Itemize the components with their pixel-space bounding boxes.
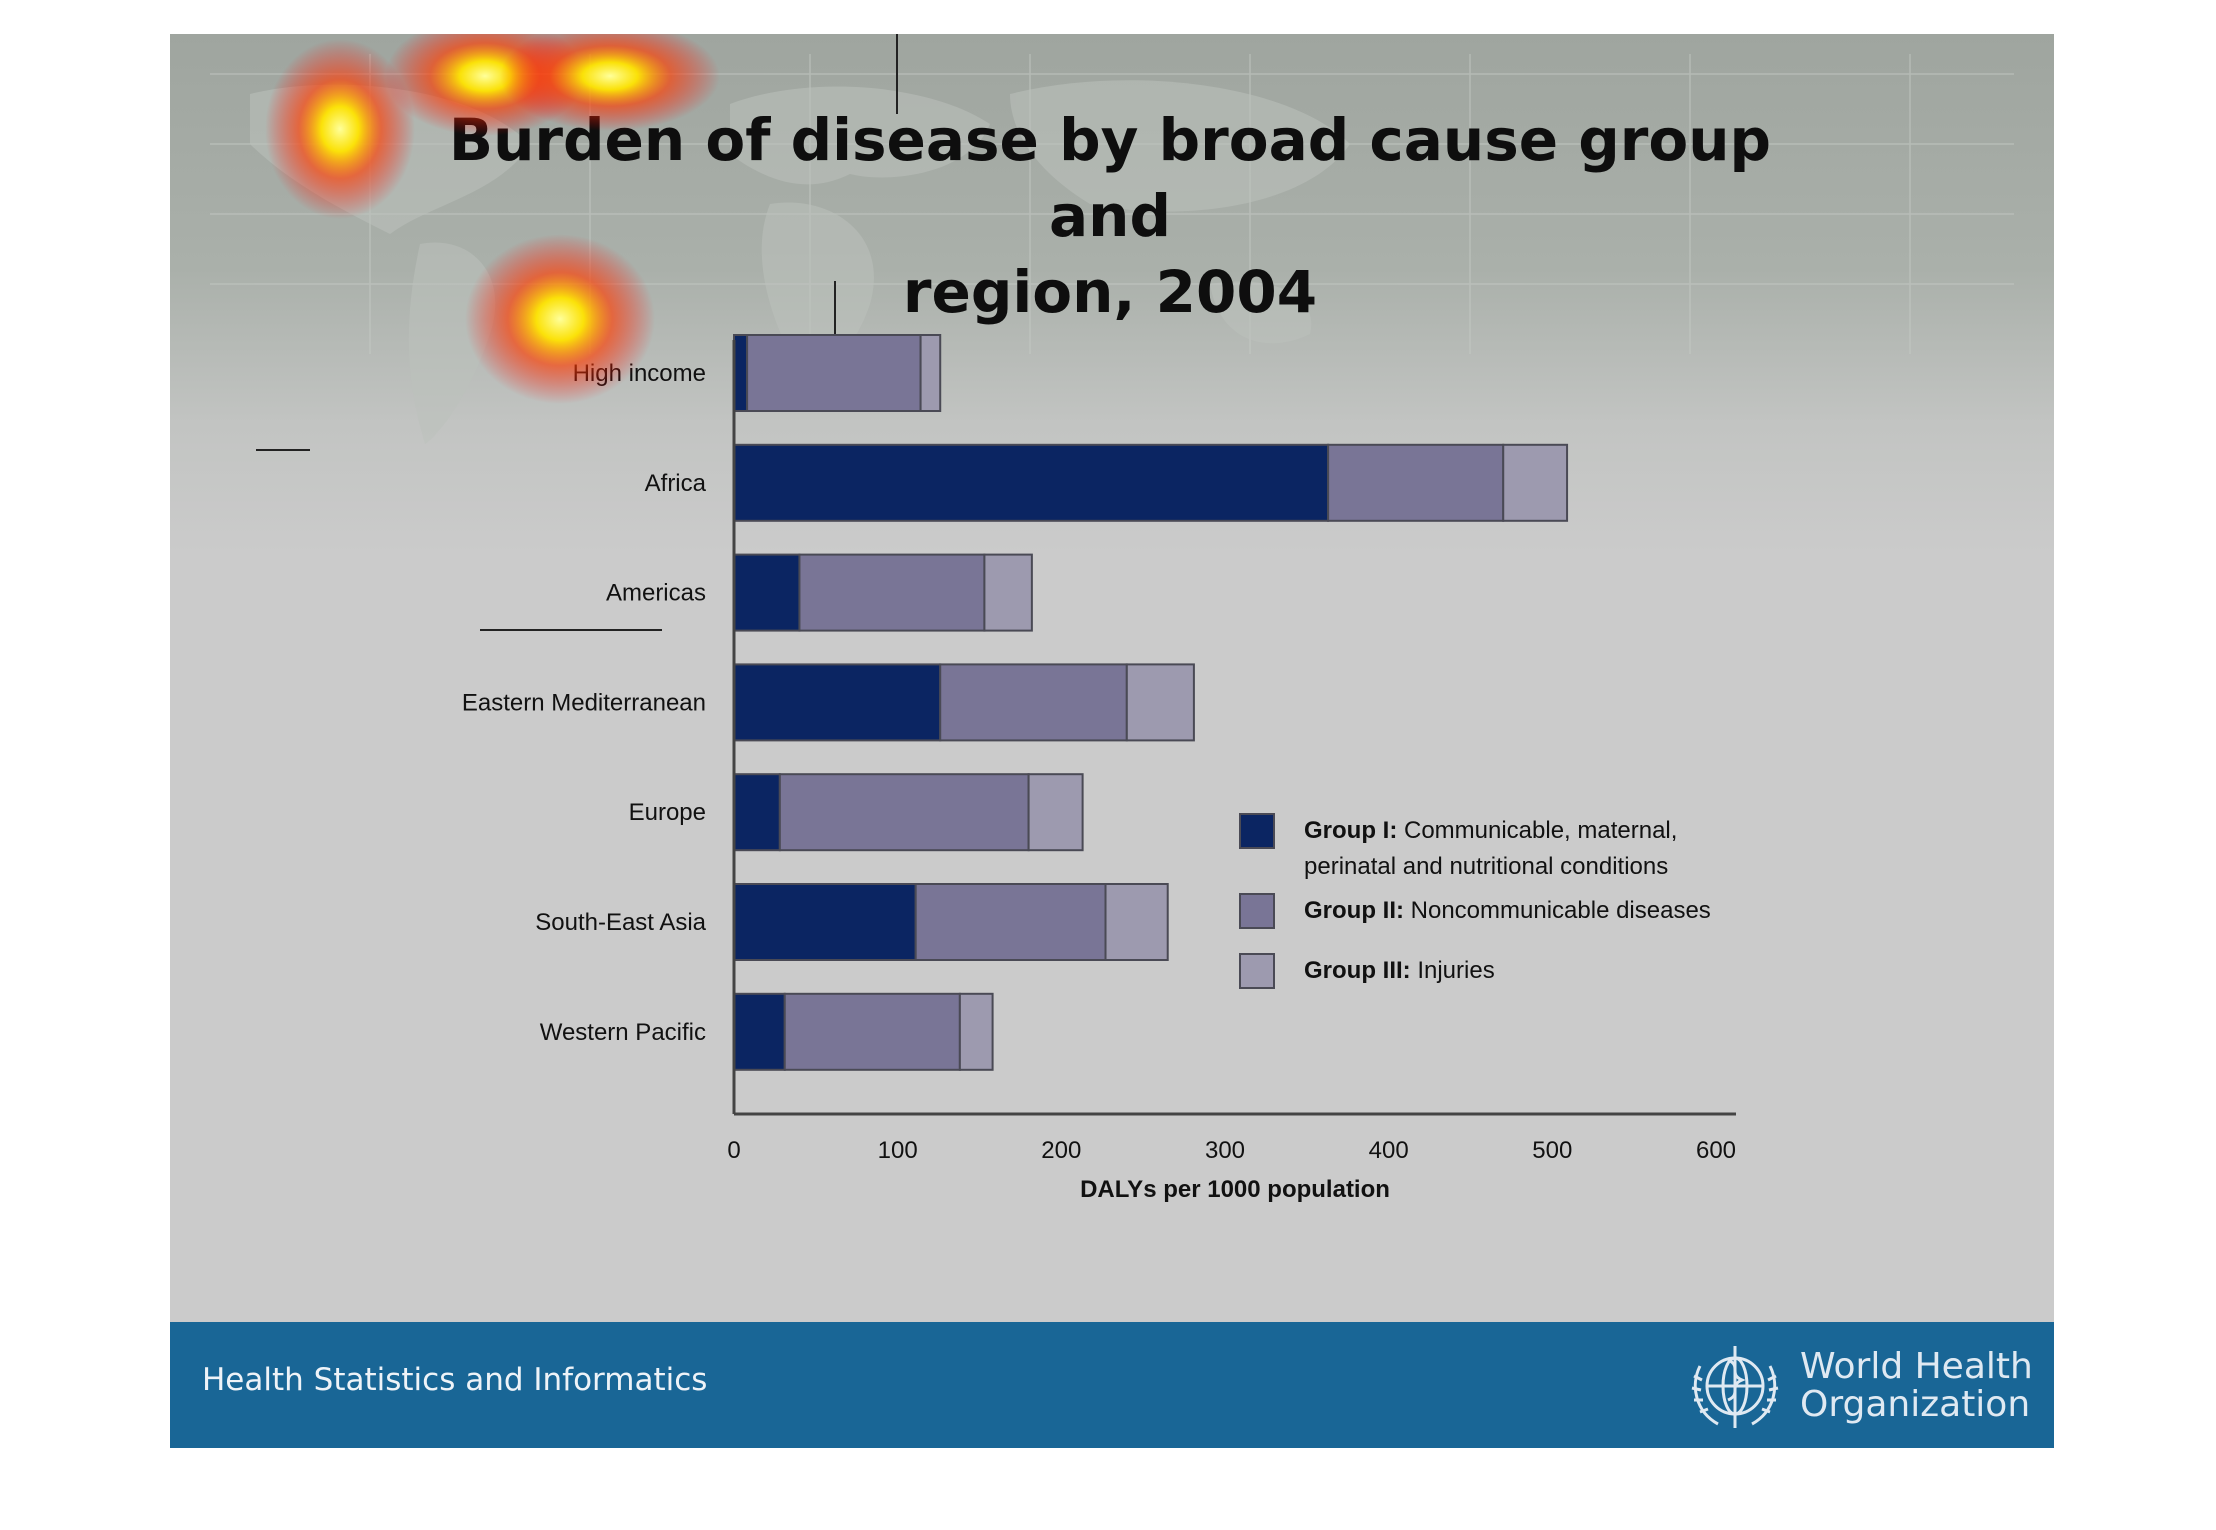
legend-label-bold: Group III: — [1304, 957, 1417, 984]
x-tick-label: 300 — [1205, 1137, 1245, 1164]
bar-3-south-east-asia — [1104, 883, 1169, 961]
bar-3-europe — [1027, 773, 1084, 852]
bar-3-high-income — [919, 334, 942, 412]
x-tick-label: 0 — [727, 1137, 740, 1164]
footer-bar: Health Statistics and Informatics World … — [170, 1322, 2054, 1448]
x-tick-label: 400 — [1369, 1137, 1409, 1164]
category-label: High income — [573, 360, 706, 387]
bar-1-eastern-mediterranean — [733, 663, 942, 742]
legend-swatch — [1239, 813, 1275, 849]
bar-2-americas — [798, 553, 986, 632]
who-name-line-1: World Health — [1800, 1346, 2033, 1387]
footer-text: Health Statistics and Informatics — [202, 1362, 708, 1398]
x-tick-label: 600 — [1696, 1137, 1736, 1164]
bar-2-eastern-mediterranean — [939, 663, 1128, 742]
bar-3-eastern-mediterranean — [1125, 663, 1195, 742]
legend-label: Group I: Communicable, maternal, — [1304, 817, 1677, 844]
axis-layer — [732, 340, 1736, 1116]
x-tick-label: 100 — [878, 1137, 918, 1164]
bar-1-western-pacific — [733, 992, 786, 1071]
who-name-line-2: Organization — [1800, 1384, 2031, 1425]
legend-label-rest: Communicable, maternal, — [1404, 817, 1677, 844]
bar-2-south-east-asia — [914, 883, 1107, 961]
chart-legend: Group I: Communicable, maternal, perinata… — [1239, 813, 1711, 989]
bar-1-south-east-asia — [733, 883, 917, 961]
legend-label-bold: Group I: — [1304, 817, 1404, 844]
legend-swatch — [1239, 893, 1275, 929]
category-label: Africa — [645, 470, 707, 497]
x-axis-title: DALYs per 1000 population — [1080, 1176, 1390, 1203]
category-label: Western Pacific — [540, 1019, 706, 1046]
legend-label-line2: perinatal and nutritional conditions — [1304, 853, 1668, 880]
slide: Burden of disease by broad cause group a… — [170, 34, 2054, 1448]
bar-2-africa — [1327, 443, 1505, 522]
bar-2-western-pacific — [783, 992, 961, 1071]
category-label: Europe — [629, 799, 706, 826]
bar-chart: High income Africa Americas Eastern Mediter… — [462, 334, 1736, 1203]
bar-1-high-income — [733, 334, 749, 412]
who-logo: World Health Organization — [1678, 1336, 2038, 1436]
category-label: South-East Asia — [535, 909, 706, 936]
world-map-icon — [210, 54, 2014, 444]
category-label: Americas — [606, 580, 706, 607]
bar-3-americas — [983, 553, 1033, 632]
title-line-2: region, 2004 — [902, 258, 1318, 326]
category-label: Eastern Mediterranean — [462, 689, 706, 716]
x-tick-label: 200 — [1041, 1137, 1081, 1164]
legend-swatch — [1239, 953, 1275, 989]
decorative-lines — [256, 34, 898, 631]
legend-label: Group III: Injuries — [1304, 957, 1495, 984]
bar-3-western-pacific — [958, 992, 994, 1071]
bar-3-africa — [1502, 443, 1569, 522]
legend-label: Group II: Noncommunicable diseases — [1304, 897, 1711, 924]
category-labels: High income Africa Americas Eastern Mediter… — [462, 360, 707, 1046]
bar-1-europe — [733, 773, 781, 852]
x-tick-label: 500 — [1532, 1137, 1572, 1164]
tick-labels: 0 100 200 300 400 500 600 — [727, 1137, 1736, 1164]
bars-layer — [733, 334, 1569, 1071]
bar-2-europe — [778, 773, 1030, 852]
legend-label-bold: Group II: — [1304, 897, 1411, 924]
who-name: World Health Organization — [1800, 1348, 2033, 1424]
bar-1-africa — [733, 443, 1330, 522]
bar-1-americas — [733, 553, 801, 632]
who-emblem-icon — [1691, 1346, 1779, 1428]
legend-label-rest: Injuries — [1417, 957, 1494, 984]
legend-label-rest: Noncommunicable diseases — [1411, 897, 1711, 924]
bar-2-high-income — [746, 334, 922, 412]
